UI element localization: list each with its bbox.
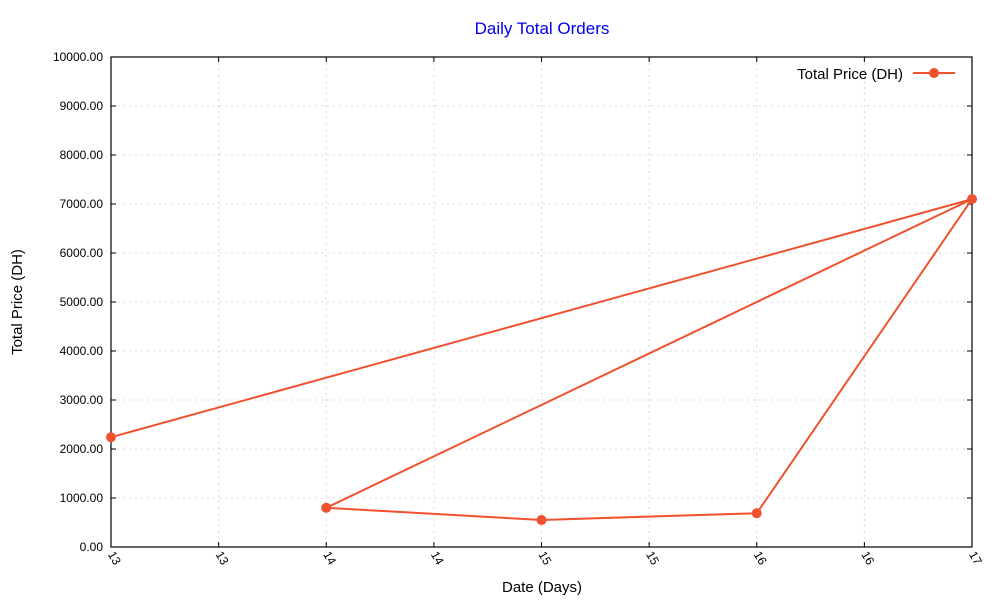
series-layer (106, 194, 977, 526)
x-tick-label: 16 (858, 549, 877, 568)
data-point (321, 502, 332, 513)
series-line (110, 198, 973, 521)
data-point (967, 194, 977, 205)
x-tick-label: 16 (751, 549, 770, 568)
y-tick-label: 7000.00 (60, 197, 104, 211)
y-tick-label: 2000.00 (60, 442, 104, 456)
x-tick-label: 14 (428, 549, 447, 568)
x-axis-title: Date (Days) (502, 579, 582, 596)
data-point (106, 432, 116, 443)
y-tick-label: 0.00 (80, 540, 104, 554)
axis-ticks: 0.00 1000.00 2000.00 3000.00 4000.00 5000.00 6… (53, 50, 985, 568)
x-tick-label: 14 (320, 549, 339, 568)
x-tick-label: 13 (105, 549, 124, 568)
legend: Total Price (DH) (797, 66, 955, 83)
y-tick-label: 9000.00 (60, 99, 104, 113)
y-tick-label: 4000.00 (60, 344, 104, 358)
x-tick-label: 15 (536, 549, 555, 568)
y-tick-label: 6000.00 (60, 246, 104, 260)
y-tick-label: 3000.00 (60, 393, 104, 407)
data-point (751, 508, 762, 519)
x-tick-label: 15 (643, 549, 662, 568)
legend-label: Total Price (DH) (797, 66, 903, 83)
y-tick-label: 5000.00 (60, 295, 104, 309)
x-tick-label: 17 (966, 549, 985, 568)
y-tick-label: 8000.00 (60, 148, 104, 162)
legend-swatch-marker (929, 68, 939, 78)
x-tick-label: 13 (213, 549, 232, 568)
chart-title: Daily Total Orders (475, 19, 610, 38)
y-axis-title: Total Price (DH) (9, 249, 26, 355)
y-tick-label: 1000.00 (60, 491, 104, 505)
y-tick-label: 10000.00 (53, 50, 103, 64)
grid (111, 57, 972, 547)
data-point (536, 515, 547, 526)
